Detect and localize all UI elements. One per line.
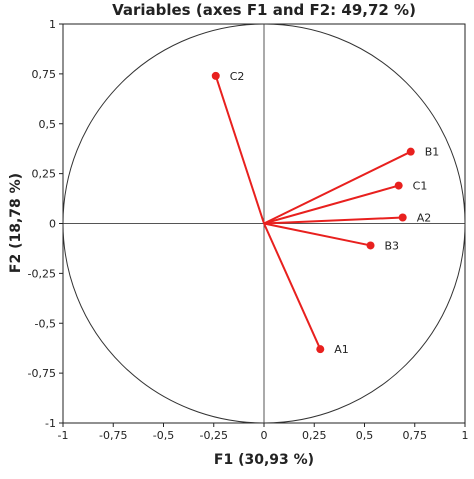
vectors-layer <box>211 71 415 354</box>
vector-b3 <box>263 222 371 247</box>
labels-layer: C2 B1 C1 A2 B3 A1 <box>230 70 440 356</box>
y-tick-label: -0,25 <box>28 267 56 280</box>
x-tick-label: -1 <box>58 429 69 442</box>
point-b3 <box>366 241 375 250</box>
y-tick-label: 0 <box>49 218 56 231</box>
axes-layer: -1 -0,75 -0,5 -0,25 0 0,25 0,5 0,75 1 -1 -0,75 -0,5… <box>28 18 469 442</box>
point-a1 <box>316 345 325 354</box>
y-tick-label: 0,75 <box>32 68 57 81</box>
y-tick-label: 0,25 <box>32 168 57 181</box>
x-tick-label: 0 <box>261 429 268 442</box>
x-tick-label: 0,75 <box>403 429 428 442</box>
point-b1 <box>406 147 415 156</box>
x-tick-label: -0,75 <box>99 429 127 442</box>
y-tick-label: 1 <box>49 18 56 31</box>
y-tick-label: -1 <box>45 417 56 430</box>
y-axis-title: F2 (18,78 %) <box>8 173 24 273</box>
x-tick-label: 0,5 <box>356 429 374 442</box>
x-tick-label: -0,25 <box>200 429 228 442</box>
point-c1 <box>394 181 403 190</box>
vector-b1 <box>263 150 412 225</box>
y-tick-label: 0,5 <box>39 118 57 131</box>
x-axis-title: F1 (30,93 %) <box>214 452 314 468</box>
point-label-c2: C2 <box>230 70 245 83</box>
x-tick-label: 0,25 <box>302 429 327 442</box>
point-label-a1: A1 <box>334 343 349 356</box>
chart-title: Variables (axes F1 and F2: 49,72 %) <box>112 1 416 19</box>
y-tick-label: -0,5 <box>35 317 56 330</box>
vector-c2 <box>214 75 265 224</box>
point-c2 <box>211 71 220 80</box>
point-a2 <box>398 213 407 222</box>
vector-a1 <box>263 223 322 350</box>
point-label-b3: B3 <box>385 239 400 252</box>
y-tick-label: -0,75 <box>28 367 56 380</box>
point-label-b1: B1 <box>425 146 440 159</box>
vector-a2 <box>263 216 403 225</box>
point-label-a2: A2 <box>417 212 432 225</box>
x-tick-label: -0,5 <box>153 429 174 442</box>
point-label-c1: C1 <box>413 180 428 193</box>
vector-c1 <box>263 184 399 225</box>
x-tick-label: 1 <box>462 429 469 442</box>
